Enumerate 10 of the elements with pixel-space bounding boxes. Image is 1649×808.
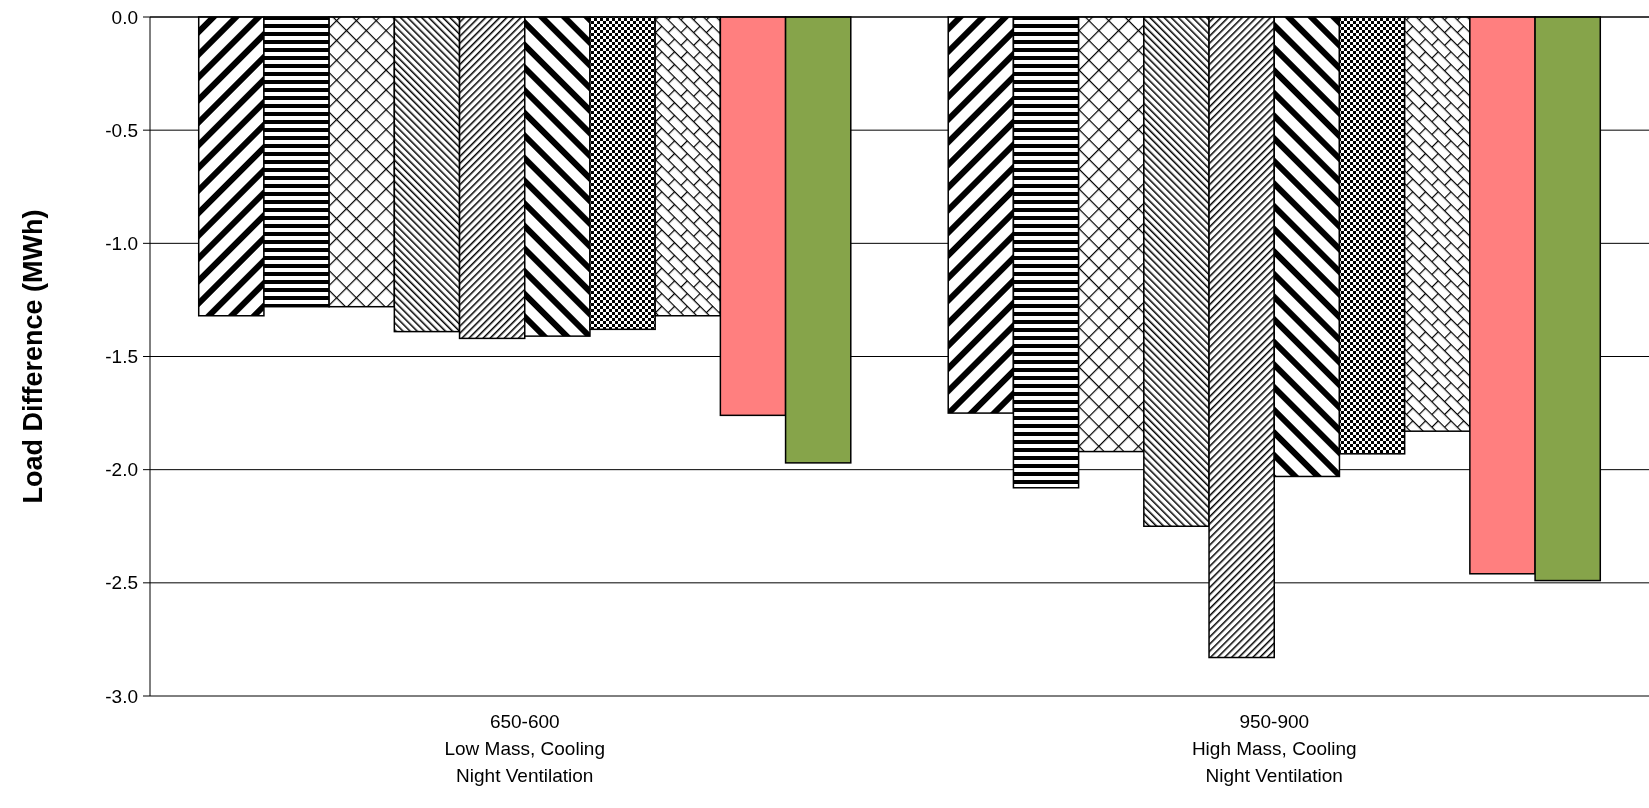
y-tick-label: -1.5 (105, 346, 138, 368)
y-tick-label: -1.0 (105, 232, 138, 254)
x-tick-label: 950-900 High Mass, Cooling Night Ventilation (1191, 711, 1357, 786)
y-tick-label: 0.0 (111, 6, 138, 28)
y-tick-label: -2.5 (105, 572, 138, 594)
y-tick-label: -2.0 (105, 459, 138, 481)
y-tick-label: -3.0 (105, 685, 138, 707)
y-axis-title: Load Difference (MWh) (18, 209, 48, 504)
y-tick-label: -0.5 (105, 119, 138, 141)
x-tick-label: 650-600 Low Mass, Cooling Night Ventilation (444, 711, 606, 786)
